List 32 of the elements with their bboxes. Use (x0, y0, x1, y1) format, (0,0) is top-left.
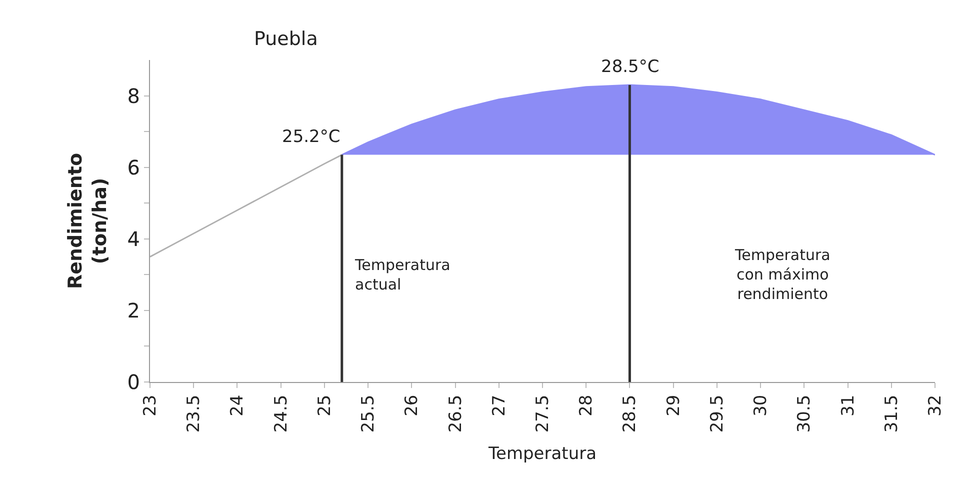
x-tick-label: 23.5 (184, 394, 204, 433)
x-tick-label: 31 (838, 394, 858, 416)
x-tick-label: 30 (751, 394, 772, 416)
ref-line-label: 25.2°C (282, 127, 340, 147)
x-tick-label: 29.5 (707, 394, 728, 433)
x-tick-label: 29 (664, 394, 684, 416)
y-tick-label: 8 (127, 84, 140, 108)
x-tick-label: 25.5 (358, 394, 379, 433)
x-tick-label: 24 (228, 394, 248, 416)
y-tick-label: 0 (127, 370, 140, 394)
x-tick-label: 26.5 (446, 394, 466, 433)
x-tick-label: 30.5 (794, 394, 815, 433)
x-tick-label: 24.5 (271, 394, 292, 433)
ref-line-label: 28.5°C (601, 57, 660, 77)
x-tick-label: 26 (402, 394, 422, 416)
y-tick-label: 4 (127, 226, 140, 251)
y-tick-label: 6 (127, 155, 140, 180)
x-tick-label: 28.5 (620, 394, 640, 433)
annotation: Temperatura con máximo rendimiento (734, 246, 830, 303)
chart-title: Puebla (254, 28, 318, 50)
x-tick-label: 27 (489, 394, 510, 416)
x-tick-label: 23 (140, 394, 161, 416)
x-tick-label: 27.5 (533, 394, 554, 433)
y-axis-title: Rendimiento (ton/ha) (64, 152, 112, 290)
annotation: Temperatura actual (354, 256, 450, 294)
x-tick-label: 32 (926, 394, 946, 416)
x-tick-label: 28 (576, 394, 597, 416)
y-tick-label: 2 (127, 298, 140, 322)
x-tick-label: 31.5 (882, 394, 902, 433)
line-series (150, 154, 343, 258)
x-tick-label: 25 (314, 394, 335, 416)
x-axis-title: Temperatura (487, 444, 597, 464)
